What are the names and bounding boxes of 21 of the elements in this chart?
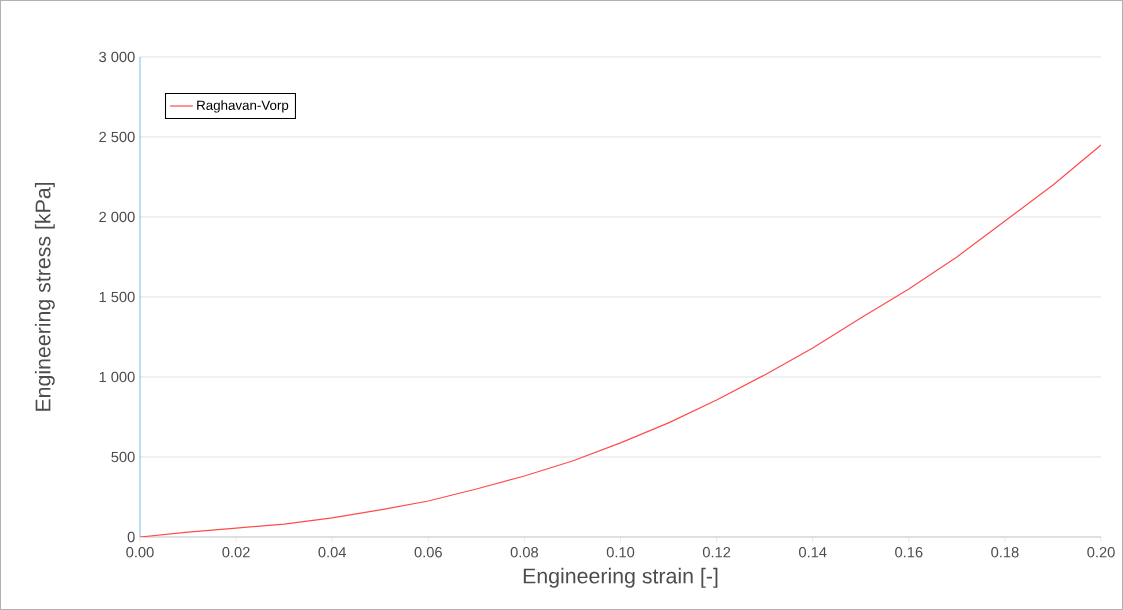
y-tick-label: 1 000 <box>99 371 135 383</box>
x-tick-label: 0.08 <box>510 547 539 558</box>
y-tick-label: 500 <box>111 451 135 463</box>
x-tick-label: 0.16 <box>895 547 923 558</box>
y-tick-label: 2 000 <box>99 211 135 223</box>
legend-label: Raghavan-Vorp <box>197 100 289 113</box>
x-tick-label: 0.00 <box>126 547 154 558</box>
x-tick-label: 0.06 <box>414 547 442 558</box>
x-tick-label: 0.04 <box>318 547 347 558</box>
x-tick-label: 0.02 <box>222 547 250 558</box>
x-axis-title: Engineering strain [-] <box>523 567 718 588</box>
x-tick-label: 0.14 <box>799 547 827 558</box>
x-tick-label: 0.12 <box>702 547 731 558</box>
x-tick-label: 0.10 <box>606 547 635 558</box>
y-tick-label: 2 500 <box>99 131 135 143</box>
y-tick-label: 1 500 <box>99 291 135 303</box>
y-tick-label: 0 <box>127 531 135 543</box>
x-tick-label: 0.20 <box>1087 547 1115 558</box>
y-axis-title: Engineering stress [kPa] <box>34 182 55 411</box>
x-tick-label: 0.18 <box>991 547 1019 558</box>
y-tick-label: 3 000 <box>99 51 135 63</box>
